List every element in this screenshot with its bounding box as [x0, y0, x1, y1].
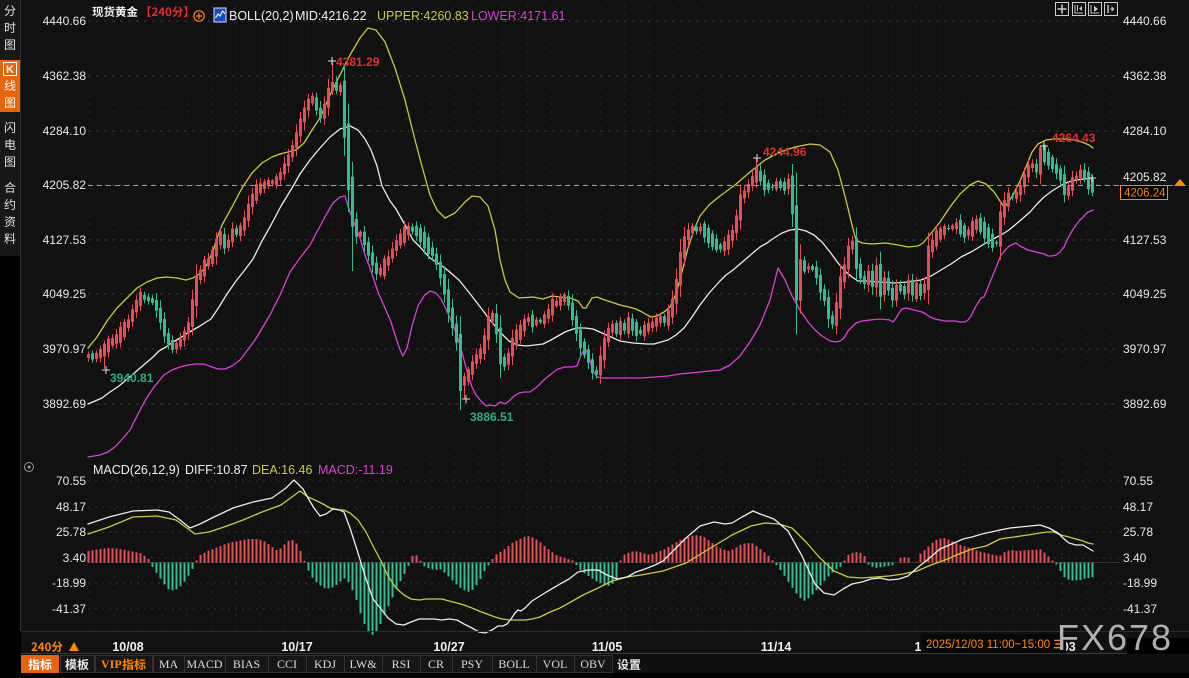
svg-text:-41.37: -41.37	[1123, 602, 1157, 616]
svg-text:BOLL(20,2): BOLL(20,2)	[229, 9, 294, 23]
svg-text:FX678: FX678	[1057, 617, 1173, 658]
svg-text:4127.53: 4127.53	[1123, 233, 1167, 247]
svg-text:PSY: PSY	[461, 657, 483, 671]
svg-text:MA: MA	[159, 657, 179, 671]
svg-text:11/14: 11/14	[761, 640, 792, 654]
svg-text:KDJ: KDJ	[314, 657, 336, 671]
svg-text:70.55: 70.55	[56, 474, 86, 488]
svg-text:2025/12/03 11:00~15:00: 2025/12/03 11:00~15:00	[926, 639, 1050, 651]
svg-text:4049.25: 4049.25	[1123, 287, 1167, 301]
svg-text:VIP: VIP	[101, 657, 122, 671]
svg-text:3970.97: 3970.97	[43, 342, 87, 356]
svg-text:CR: CR	[428, 657, 444, 671]
svg-text:4362.38: 4362.38	[43, 69, 87, 83]
svg-text:25.78: 25.78	[56, 525, 86, 539]
svg-text:4284.10: 4284.10	[1123, 124, 1167, 138]
svg-text:MID:4216.22: MID:4216.22	[295, 9, 367, 23]
svg-text:10/08: 10/08	[112, 640, 143, 654]
svg-text:BIAS: BIAS	[233, 657, 260, 671]
svg-text:48.17: 48.17	[1123, 500, 1153, 514]
svg-text:4440.66: 4440.66	[43, 14, 87, 28]
svg-text:4440.66: 4440.66	[1123, 14, 1167, 28]
svg-text:MACD:-11.19: MACD:-11.19	[318, 463, 393, 477]
svg-text:25.78: 25.78	[1123, 525, 1153, 539]
svg-text:CCI: CCI	[277, 657, 297, 671]
svg-text:4205.82: 4205.82	[43, 178, 87, 192]
svg-text:RSI: RSI	[392, 657, 411, 671]
svg-text:K: K	[6, 64, 14, 76]
svg-text:DEA:16.46: DEA:16.46	[252, 463, 313, 477]
svg-text:BOLL: BOLL	[498, 657, 529, 671]
svg-text:1: 1	[915, 640, 922, 654]
svg-text:-18.99: -18.99	[1123, 576, 1157, 590]
svg-text:4264.43: 4264.43	[1052, 131, 1096, 145]
svg-text:-18.99: -18.99	[52, 576, 86, 590]
svg-text:-41.37: -41.37	[52, 602, 86, 616]
svg-text:4284.10: 4284.10	[43, 124, 87, 138]
svg-text:VOL: VOL	[543, 657, 568, 671]
svg-text:4205.82: 4205.82	[1123, 170, 1167, 184]
svg-text:3940.81: 3940.81	[110, 371, 154, 385]
svg-text:DIFF:10.87: DIFF:10.87	[185, 463, 248, 477]
svg-text:3.40: 3.40	[1123, 551, 1147, 565]
svg-text:4049.25: 4049.25	[43, 287, 87, 301]
svg-text:10/27: 10/27	[433, 640, 464, 654]
svg-text:4206.24: 4206.24	[1124, 188, 1166, 200]
svg-text:LOWER:4171.61: LOWER:4171.61	[471, 9, 566, 23]
svg-text:48.17: 48.17	[56, 500, 86, 514]
svg-text:4381.29: 4381.29	[336, 55, 380, 69]
svg-text:MACD(26,12,9): MACD(26,12,9)	[93, 463, 180, 477]
svg-text:11/05: 11/05	[592, 640, 623, 654]
svg-text:70.55: 70.55	[1123, 474, 1153, 488]
svg-text:3.40: 3.40	[63, 551, 87, 565]
svg-text:MACD: MACD	[186, 657, 222, 671]
svg-text:LW&: LW&	[349, 657, 377, 671]
svg-text:3970.97: 3970.97	[1123, 342, 1167, 356]
svg-text:4244.96: 4244.96	[763, 145, 807, 159]
svg-text:4362.38: 4362.38	[1123, 69, 1167, 83]
svg-text:3892.69: 3892.69	[1123, 397, 1167, 411]
svg-text:3892.69: 3892.69	[43, 397, 87, 411]
svg-text:4127.53: 4127.53	[43, 233, 87, 247]
svg-text:10/17: 10/17	[281, 640, 312, 654]
svg-text:UPPER:4260.83: UPPER:4260.83	[377, 9, 469, 23]
svg-text:3886.51: 3886.51	[470, 410, 514, 424]
svg-text:OBV: OBV	[580, 657, 606, 671]
